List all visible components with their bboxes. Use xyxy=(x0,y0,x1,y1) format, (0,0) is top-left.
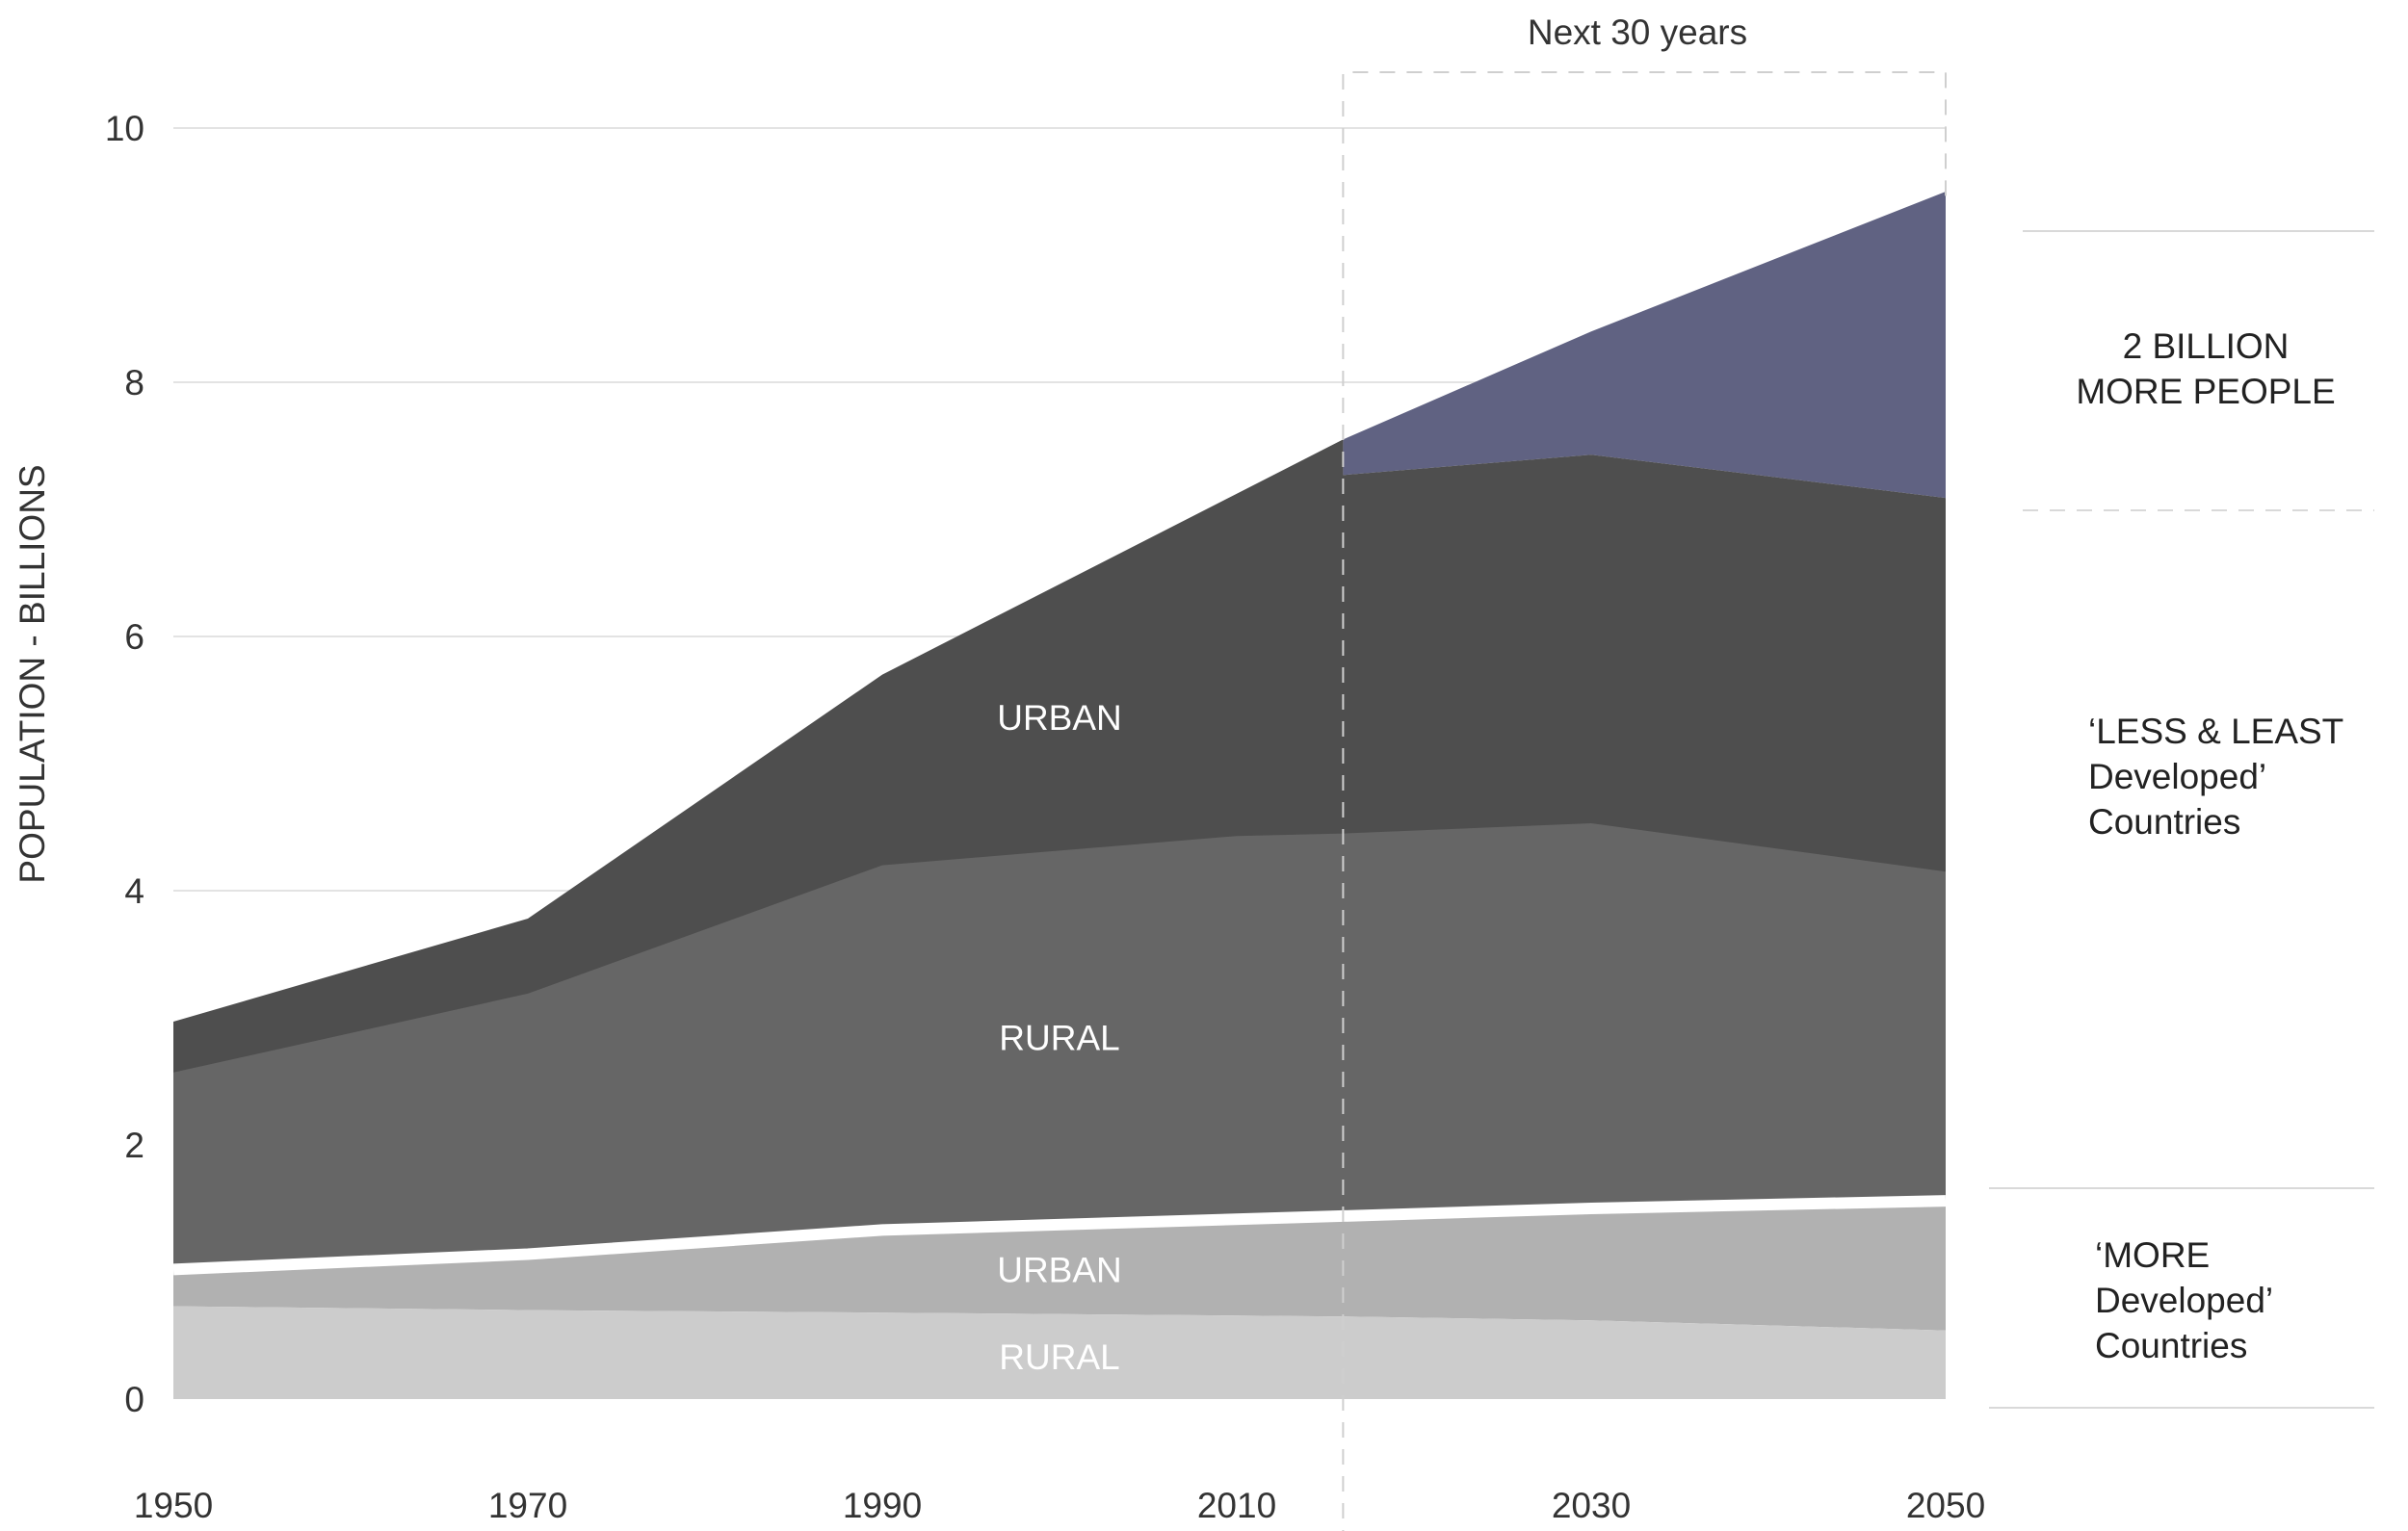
y-tick-labels: 0 2 4 6 8 10 xyxy=(105,109,144,1419)
y-tick-label: 4 xyxy=(124,871,144,911)
band-label-more-rural: RURAL xyxy=(999,1337,1119,1377)
side-label-less-developed: Developed’ xyxy=(2088,757,2266,796)
side-label-more-developed: ‘MORE xyxy=(2095,1235,2210,1275)
y-tick-label: 0 xyxy=(124,1380,144,1419)
side-label-more-developed: Countries xyxy=(2095,1326,2247,1365)
y-tick-label: 8 xyxy=(124,363,144,402)
side-label-growth: MORE PEOPLE xyxy=(2076,372,2335,411)
band-label-less-urban: URBAN xyxy=(997,698,1122,738)
side-labels: 2 BILLION MORE PEOPLE ‘LESS & LEAST Develop… xyxy=(2076,326,2343,1365)
separator-line xyxy=(172,1195,1947,1276)
more-rural-area xyxy=(173,1306,1946,1399)
more-urban-area xyxy=(173,1201,1946,1331)
projection-label: Next 30 years xyxy=(1528,13,1747,52)
x-tick-label: 2030 xyxy=(1552,1486,1631,1525)
projection-overlays xyxy=(1342,71,2374,1531)
x-tick-label: 1990 xyxy=(843,1486,922,1525)
x-tick-label: 1970 xyxy=(488,1486,567,1525)
y-tick-label: 10 xyxy=(105,109,144,148)
projection-box xyxy=(1342,71,1947,1531)
y-axis-title: POPULATION - BILLIONS xyxy=(13,464,52,883)
band-label-more-urban: URBAN xyxy=(997,1250,1122,1289)
area-layers xyxy=(172,192,1947,1399)
side-label-more-developed: Developed’ xyxy=(2095,1281,2273,1320)
x-tick-label: 1950 xyxy=(134,1486,213,1525)
side-label-growth: 2 BILLION xyxy=(2123,326,2290,366)
band-label-less-rural: RURAL xyxy=(999,1019,1119,1058)
side-label-less-developed: ‘LESS & LEAST xyxy=(2088,712,2343,751)
less-rural-area xyxy=(173,823,1946,1270)
side-label-less-developed: Countries xyxy=(2088,802,2240,842)
y-tick-label: 2 xyxy=(124,1126,144,1165)
band-labels: URBAN RURAL URBAN RURAL xyxy=(997,698,1122,1377)
growth-area xyxy=(1343,192,1946,499)
y-tick-label: 6 xyxy=(124,617,144,657)
x-tick-label: 2010 xyxy=(1197,1486,1276,1525)
x-tick-labels: 1950 1970 1990 2010 2030 2050 xyxy=(134,1486,1985,1525)
x-tick-label: 2050 xyxy=(1906,1486,1985,1525)
